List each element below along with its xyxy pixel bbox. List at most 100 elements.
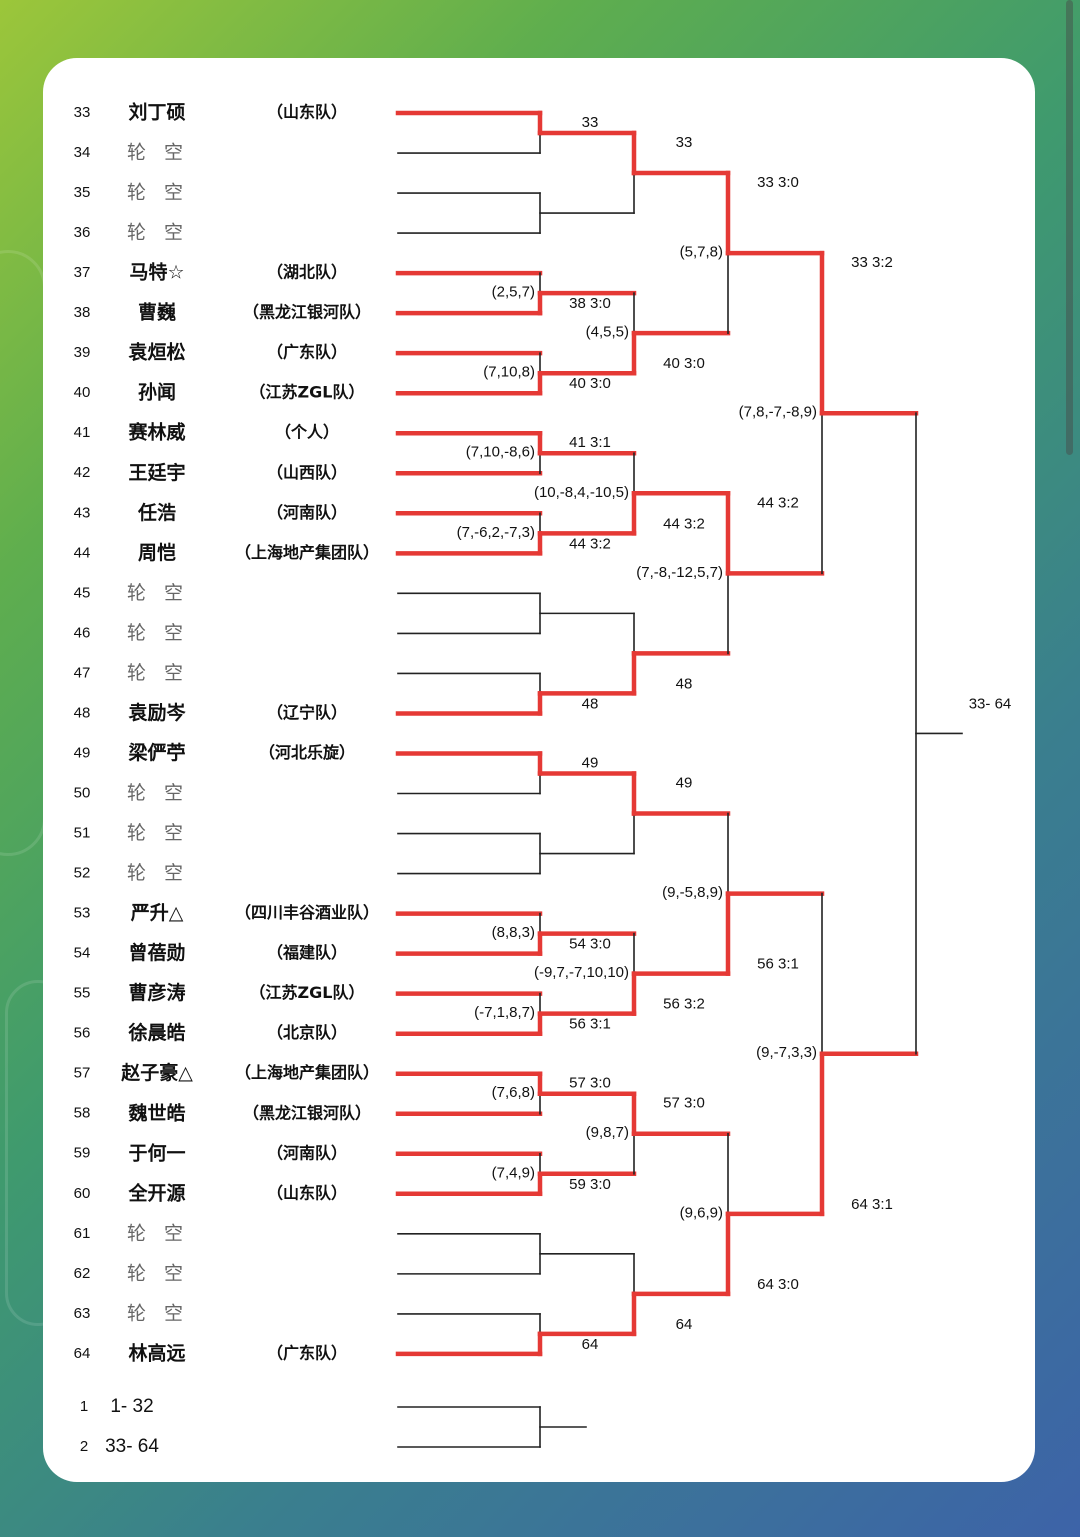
player-team: （河南队）: [267, 503, 347, 522]
match-result: 56 3:2: [663, 996, 705, 1013]
player-name: 徐晨皓: [127, 1021, 185, 1044]
bye-label: 轮 空: [127, 582, 189, 604]
game-scores: (7,4,9): [492, 1164, 535, 1181]
match-result: 44 3:2: [569, 535, 611, 552]
player-seed: 50: [74, 784, 91, 801]
match-result: 59 3:0: [569, 1176, 611, 1193]
player-team: （河北乐旋）: [259, 743, 355, 762]
player-name: 马特☆: [129, 262, 184, 284]
game-scores: (7,6,8): [492, 1084, 535, 1101]
player-name: 孙闻: [138, 381, 176, 404]
player-name: 刘丁硕: [128, 101, 185, 124]
match-result: 33: [582, 114, 599, 131]
player-seed: 53: [74, 905, 91, 922]
player-name: 全开源: [127, 1181, 185, 1204]
player-team: （江苏ZGL队）: [250, 983, 365, 1002]
player-name: 袁励岑: [127, 701, 186, 724]
player-seed: 52: [74, 865, 91, 882]
player-name: 曹彦涛: [128, 981, 185, 1004]
game-scores: (-7,1,8,7): [474, 1004, 535, 1021]
player-name: 梁俨苧: [127, 741, 185, 764]
game-scores: (7,10,-8,6): [466, 444, 535, 461]
player-team: （山东队）: [267, 103, 347, 122]
player-seed: 55: [74, 985, 91, 1002]
player-team: （山西队）: [267, 463, 347, 482]
player-seed: 54: [74, 945, 91, 962]
player-seed: 60: [74, 1185, 91, 1202]
match-result: 64: [676, 1316, 693, 1333]
player-name: 任浩: [137, 501, 176, 524]
match-result: 38 3:0: [569, 295, 611, 312]
final-seed: 1: [80, 1398, 88, 1415]
bye-label: 轮 空: [127, 782, 189, 804]
player-team: （山东队）: [267, 1183, 347, 1202]
player-seed: 37: [74, 264, 91, 281]
bye-label: 轮 空: [127, 622, 189, 644]
player-seed: 59: [74, 1145, 91, 1162]
game-scores: (-9,7,-7,10,10): [534, 964, 629, 981]
player-name: 魏世皓: [127, 1101, 185, 1124]
bye-label: 轮 空: [127, 822, 189, 844]
final-label: 33- 64: [969, 695, 1012, 712]
player-seed: 56: [74, 1025, 91, 1042]
player-team: （辽宁队）: [267, 703, 347, 722]
player-seed: 49: [74, 744, 91, 761]
player-name: 袁烜松: [127, 341, 185, 364]
game-scores: (5,7,8): [680, 244, 723, 261]
player-team: （黑龙江银河队）: [243, 1103, 371, 1122]
player-seed: 51: [74, 825, 91, 842]
player-name: 王廷宇: [128, 462, 185, 484]
player-team: （河南队）: [267, 1143, 347, 1162]
match-result: 57 3:0: [663, 1095, 705, 1112]
bye-label: 轮 空: [127, 1302, 189, 1324]
match-result: 54 3:0: [569, 936, 611, 953]
match-result: 44 3:2: [757, 494, 799, 511]
game-scores: (4,5,5): [586, 324, 629, 341]
player-seed: 63: [74, 1305, 91, 1322]
match-result: 56 3:1: [757, 956, 799, 973]
player-team: （个人）: [275, 423, 339, 442]
player-seed: 57: [74, 1065, 91, 1082]
player-name: 曾蓓勋: [128, 941, 185, 964]
final-seed: 2: [80, 1438, 88, 1455]
match-result: 64: [582, 1336, 599, 1353]
player-seed: 35: [74, 184, 91, 201]
player-name: 林高远: [128, 1341, 185, 1364]
bye-label: 轮 空: [127, 222, 189, 244]
match-result: 40 3:0: [569, 375, 611, 392]
player-name: 赵子豪△: [120, 1061, 193, 1084]
player-name: 曹巍: [138, 301, 176, 324]
match-result: 64 3:0: [757, 1276, 799, 1293]
player-seed: 39: [74, 344, 91, 361]
game-scores: (7,8,-7,-8,9): [739, 404, 817, 421]
match-result: 48: [582, 695, 599, 712]
bye-label: 轮 空: [127, 1262, 189, 1284]
player-seed: 33: [74, 104, 91, 121]
player-seed: 62: [74, 1265, 91, 1282]
bye-label: 轮 空: [127, 662, 189, 684]
match-result: 41 3:1: [569, 434, 611, 451]
player-seed: 36: [74, 224, 91, 241]
player-seed: 61: [74, 1225, 91, 1242]
match-result: 56 3:1: [569, 1016, 611, 1033]
match-result: 40 3:0: [663, 355, 705, 372]
game-scores: (7,10,8): [483, 364, 535, 381]
bye-label: 轮 空: [127, 862, 189, 884]
player-team: （四川丰谷酒业队）: [235, 903, 379, 922]
player-seed: 43: [74, 504, 91, 521]
player-team: （上海地产集团队）: [235, 1063, 379, 1082]
match-result: 64 3:1: [851, 1196, 893, 1213]
player-seed: 34: [74, 144, 91, 161]
scrollbar[interactable]: [1066, 0, 1073, 455]
game-scores: (2,5,7): [492, 284, 535, 301]
game-scores: (9,6,9): [680, 1204, 723, 1221]
game-scores: (9,8,7): [586, 1124, 629, 1141]
player-seed: 45: [74, 584, 91, 601]
player-seed: 47: [74, 664, 91, 681]
player-seed: 38: [74, 304, 91, 321]
match-result: 49: [582, 754, 599, 771]
game-scores: (7,-8,-12,5,7): [636, 564, 723, 581]
player-team: （上海地产集团队）: [235, 543, 379, 562]
player-team: （广东队）: [267, 343, 347, 362]
bye-label: 轮 空: [127, 182, 189, 204]
